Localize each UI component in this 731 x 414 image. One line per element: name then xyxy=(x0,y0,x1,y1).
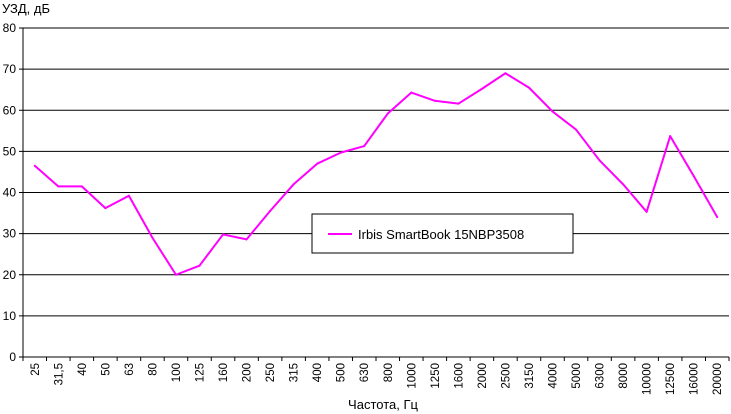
data-point xyxy=(551,110,554,113)
data-point xyxy=(127,194,130,197)
y-tick-labels: 0 10 20 30 40 50 60 70 80 xyxy=(3,21,17,364)
y-tick-label: 20 xyxy=(3,268,17,282)
series-layer xyxy=(33,72,719,276)
y-tick-label: 40 xyxy=(3,186,17,200)
x-tick-label: 800 xyxy=(383,363,395,382)
x-tick-label: 4000 xyxy=(548,363,560,389)
data-point xyxy=(575,128,578,131)
y-tick-label: 0 xyxy=(9,350,16,364)
x-tick-label: 315 xyxy=(289,363,301,382)
data-point xyxy=(316,162,319,165)
x-tick-label: 80 xyxy=(147,363,159,376)
x-tick-label: 25 xyxy=(30,363,42,376)
data-point xyxy=(363,145,366,148)
series-line xyxy=(34,72,719,276)
x-tick-label: 125 xyxy=(195,363,207,382)
x-tick-label: 250 xyxy=(265,363,277,382)
data-point xyxy=(457,102,460,105)
x-tick-label: 100 xyxy=(171,363,183,382)
x-tick-label: 3150 xyxy=(524,363,536,389)
legend: Irbis SmartBook 15NBP3508 xyxy=(311,213,574,254)
y-gridlines xyxy=(19,27,729,358)
data-point xyxy=(339,151,342,154)
x-tick-label: 12500 xyxy=(665,363,677,395)
data-point xyxy=(527,86,530,89)
x-tick-label: 2500 xyxy=(500,363,512,389)
x-tick-label: 5000 xyxy=(571,363,583,389)
x-tick-label: 10000 xyxy=(642,363,654,395)
legend-box xyxy=(311,213,574,254)
x-tick-label: 20000 xyxy=(712,363,724,395)
x-tick-label: 63 xyxy=(124,363,136,376)
data-point xyxy=(245,238,248,241)
data-point xyxy=(104,207,107,210)
x-tick-label: 200 xyxy=(242,363,254,382)
y-tick-label: 80 xyxy=(3,21,17,35)
x-tick-label: 160 xyxy=(218,363,230,382)
data-point xyxy=(174,273,177,276)
data-point xyxy=(692,175,695,178)
data-point xyxy=(80,185,83,188)
y-tick-label: 50 xyxy=(3,144,17,158)
data-point xyxy=(504,72,507,75)
x-tick-label: 630 xyxy=(359,363,371,382)
data-point xyxy=(622,183,625,186)
data-point xyxy=(410,91,413,94)
x-tick-label: 16000 xyxy=(689,363,701,395)
x-tick-label: 400 xyxy=(312,363,324,382)
y-tick-label: 10 xyxy=(3,309,17,323)
y-axis-title: УЗД, дБ xyxy=(2,1,50,16)
x-tick-label: 1000 xyxy=(406,363,418,389)
data-point xyxy=(269,210,272,213)
x-tick-labels: 25 31,5 40 50 63 80 100 125 160 200 250 315 400 500 63… xyxy=(30,363,724,395)
x-tick-label: 2000 xyxy=(477,363,489,389)
y-tick-label: 30 xyxy=(3,227,17,241)
data-point xyxy=(433,99,436,102)
data-point xyxy=(151,236,154,239)
x-tick-marks xyxy=(22,357,730,361)
x-tick-label: 40 xyxy=(77,363,89,376)
data-point xyxy=(198,264,201,267)
data-point xyxy=(57,185,60,188)
x-axis-title: Частота, Гц xyxy=(348,397,418,412)
y-tick-label: 70 xyxy=(3,62,17,76)
x-tick-label: 1250 xyxy=(430,363,442,389)
x-tick-label: 500 xyxy=(336,363,348,382)
data-point xyxy=(222,233,225,236)
data-point xyxy=(33,164,36,167)
x-tick-label: 8000 xyxy=(618,363,630,389)
x-tick-label: 50 xyxy=(100,363,112,376)
legend-label: Irbis SmartBook 15NBP3508 xyxy=(358,227,524,242)
data-point xyxy=(598,159,601,162)
x-tick-label: 31,5 xyxy=(53,363,65,385)
x-tick-label: 6300 xyxy=(595,363,607,389)
data-point xyxy=(716,216,719,219)
data-point xyxy=(292,183,295,186)
data-point xyxy=(480,87,483,90)
data-point xyxy=(645,210,648,213)
data-point xyxy=(386,112,389,115)
data-point xyxy=(669,135,672,138)
x-tick-label: 1600 xyxy=(453,363,465,389)
y-tick-label: 60 xyxy=(3,103,17,117)
